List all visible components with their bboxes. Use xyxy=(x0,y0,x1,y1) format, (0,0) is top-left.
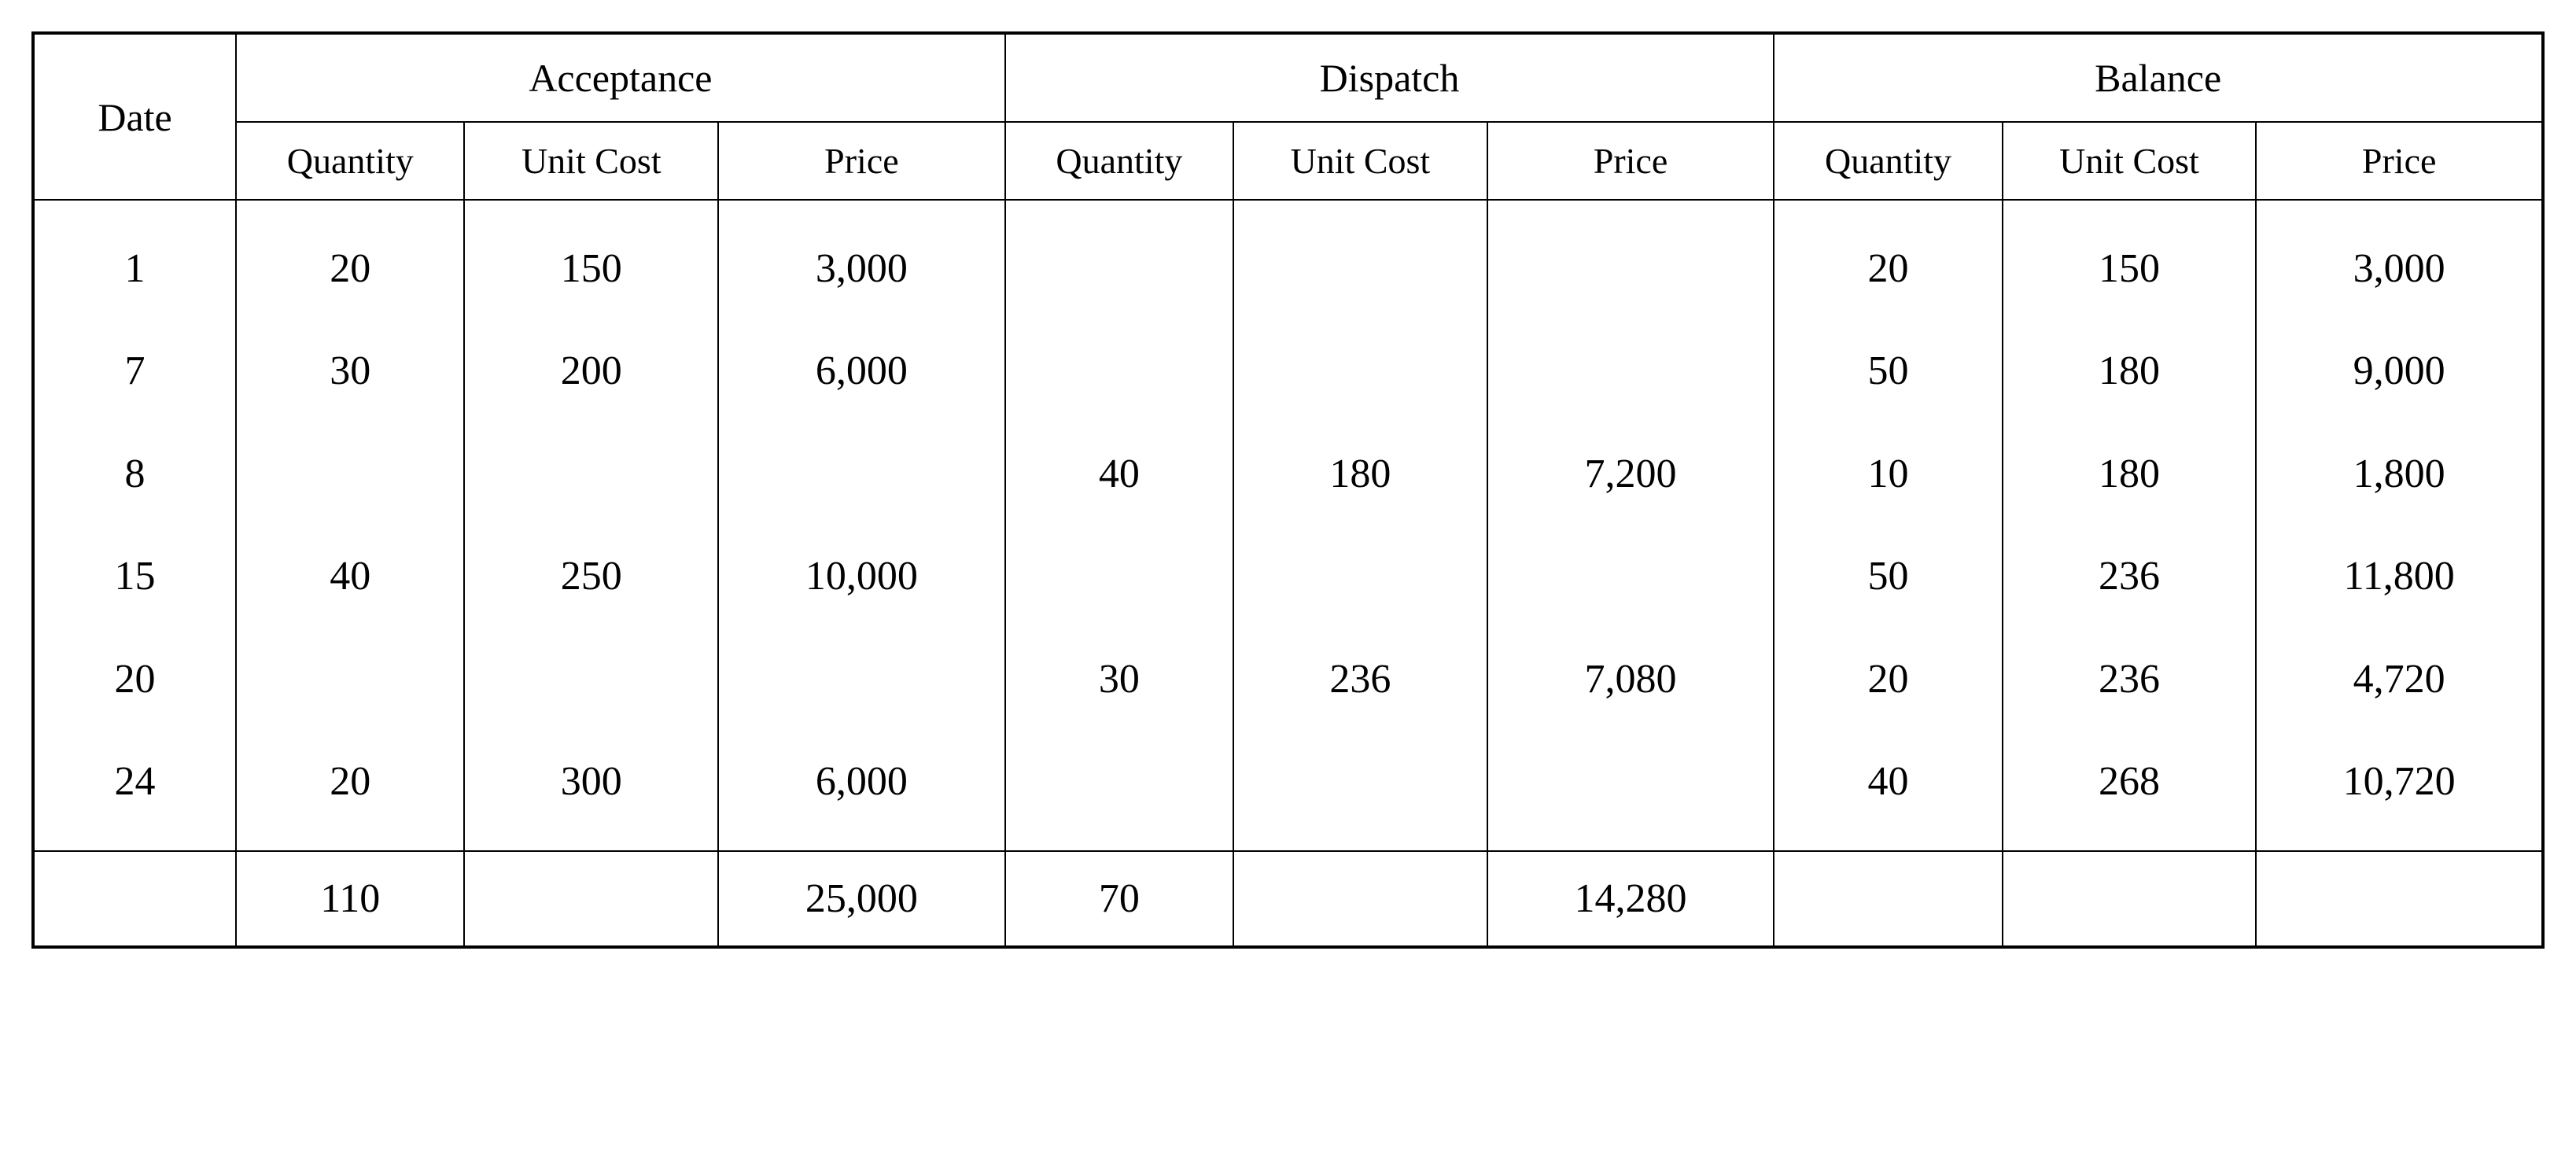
col-dispatch-quantity: Quantity xyxy=(1005,122,1233,200)
totals-row: 110 25,000 70 14,280 xyxy=(33,851,2543,947)
cell-bal-price: 9,000 xyxy=(2256,320,2543,422)
cell-dis-price: 14,280 xyxy=(1487,851,1774,947)
cell-acc-price: 3,000 xyxy=(718,200,1005,320)
cell-bal-unit: 236 xyxy=(2003,525,2257,628)
table-row: 24 20 300 6,000 40 268 10,720 xyxy=(33,731,2543,851)
cell-acc-price xyxy=(718,628,1005,731)
inventory-ledger-table: Date Acceptance Dispatch Balance Quantit… xyxy=(31,31,2545,949)
cell-date: 20 xyxy=(33,628,236,731)
cell-acc-price xyxy=(718,423,1005,525)
cell-date: 8 xyxy=(33,423,236,525)
cell-date xyxy=(33,851,236,947)
cell-dis-unit xyxy=(1233,525,1487,628)
cell-dis-price: 7,080 xyxy=(1487,628,1774,731)
cell-bal-qty: 20 xyxy=(1774,200,2002,320)
cell-dis-unit: 236 xyxy=(1233,628,1487,731)
cell-bal-qty: 20 xyxy=(1774,628,2002,731)
table-row: 1 20 150 3,000 20 150 3,000 xyxy=(33,200,2543,320)
cell-bal-unit: 150 xyxy=(2003,200,2257,320)
cell-acc-price: 25,000 xyxy=(718,851,1005,947)
table-row: 8 40 180 7,200 10 180 1,800 xyxy=(33,423,2543,525)
cell-acc-unit: 150 xyxy=(464,200,718,320)
cell-date: 7 xyxy=(33,320,236,422)
cell-bal-unit xyxy=(2003,851,2257,947)
cell-bal-unit: 236 xyxy=(2003,628,2257,731)
cell-acc-unit xyxy=(464,423,718,525)
cell-dis-price: 7,200 xyxy=(1487,423,1774,525)
cell-dis-price xyxy=(1487,320,1774,422)
cell-bal-qty xyxy=(1774,851,2002,947)
cell-bal-unit: 268 xyxy=(2003,731,2257,851)
cell-bal-qty: 40 xyxy=(1774,731,2002,851)
cell-acc-qty: 30 xyxy=(236,320,464,422)
cell-bal-price: 11,800 xyxy=(2256,525,2543,628)
cell-bal-price xyxy=(2256,851,2543,947)
cell-bal-qty: 10 xyxy=(1774,423,2002,525)
cell-dis-unit: 180 xyxy=(1233,423,1487,525)
col-balance-price: Price xyxy=(2256,122,2543,200)
table-row: 7 30 200 6,000 50 180 9,000 xyxy=(33,320,2543,422)
col-balance-unit-cost: Unit Cost xyxy=(2003,122,2257,200)
cell-acc-qty: 20 xyxy=(236,731,464,851)
cell-dis-qty xyxy=(1005,200,1233,320)
group-balance: Balance xyxy=(1774,33,2543,122)
col-date: Date xyxy=(33,33,236,200)
cell-dis-qty: 70 xyxy=(1005,851,1233,947)
cell-acc-unit xyxy=(464,628,718,731)
col-dispatch-price: Price xyxy=(1487,122,1774,200)
col-acceptance-price: Price xyxy=(718,122,1005,200)
cell-dis-qty xyxy=(1005,320,1233,422)
cell-dis-qty xyxy=(1005,731,1233,851)
group-acceptance: Acceptance xyxy=(236,33,1005,122)
cell-bal-price: 1,800 xyxy=(2256,423,2543,525)
cell-dis-unit xyxy=(1233,851,1487,947)
cell-date: 1 xyxy=(33,200,236,320)
cell-dis-qty: 40 xyxy=(1005,423,1233,525)
cell-bal-price: 10,720 xyxy=(2256,731,2543,851)
cell-bal-price: 3,000 xyxy=(2256,200,2543,320)
cell-dis-price xyxy=(1487,200,1774,320)
cell-dis-price xyxy=(1487,731,1774,851)
cell-acc-qty: 20 xyxy=(236,200,464,320)
cell-bal-qty: 50 xyxy=(1774,320,2002,422)
cell-acc-price: 6,000 xyxy=(718,731,1005,851)
group-dispatch: Dispatch xyxy=(1005,33,1774,122)
cell-dis-price xyxy=(1487,525,1774,628)
cell-dis-qty: 30 xyxy=(1005,628,1233,731)
cell-bal-unit: 180 xyxy=(2003,423,2257,525)
table-row: 15 40 250 10,000 50 236 11,800 xyxy=(33,525,2543,628)
cell-bal-qty: 50 xyxy=(1774,525,2002,628)
group-header-row: Date Acceptance Dispatch Balance xyxy=(33,33,2543,122)
cell-acc-unit: 200 xyxy=(464,320,718,422)
cell-acc-unit: 300 xyxy=(464,731,718,851)
table-header: Date Acceptance Dispatch Balance Quantit… xyxy=(33,33,2543,200)
table-body: 1 20 150 3,000 20 150 3,000 7 30 200 6,0… xyxy=(33,200,2543,851)
col-acceptance-unit-cost: Unit Cost xyxy=(464,122,718,200)
col-dispatch-unit-cost: Unit Cost xyxy=(1233,122,1487,200)
cell-acc-qty: 40 xyxy=(236,525,464,628)
cell-dis-qty xyxy=(1005,525,1233,628)
table-footer: 110 25,000 70 14,280 xyxy=(33,851,2543,947)
sub-header-row: Quantity Unit Cost Price Quantity Unit C… xyxy=(33,122,2543,200)
cell-dis-unit xyxy=(1233,200,1487,320)
cell-acc-qty xyxy=(236,423,464,525)
cell-acc-price: 10,000 xyxy=(718,525,1005,628)
cell-date: 24 xyxy=(33,731,236,851)
cell-dis-unit xyxy=(1233,320,1487,422)
cell-acc-qty: 110 xyxy=(236,851,464,947)
cell-bal-price: 4,720 xyxy=(2256,628,2543,731)
cell-date: 15 xyxy=(33,525,236,628)
table-row: 20 30 236 7,080 20 236 4,720 xyxy=(33,628,2543,731)
cell-acc-unit xyxy=(464,851,718,947)
col-acceptance-quantity: Quantity xyxy=(236,122,464,200)
cell-dis-unit xyxy=(1233,731,1487,851)
cell-acc-unit: 250 xyxy=(464,525,718,628)
cell-acc-price: 6,000 xyxy=(718,320,1005,422)
cell-acc-qty xyxy=(236,628,464,731)
cell-bal-unit: 180 xyxy=(2003,320,2257,422)
col-balance-quantity: Quantity xyxy=(1774,122,2002,200)
